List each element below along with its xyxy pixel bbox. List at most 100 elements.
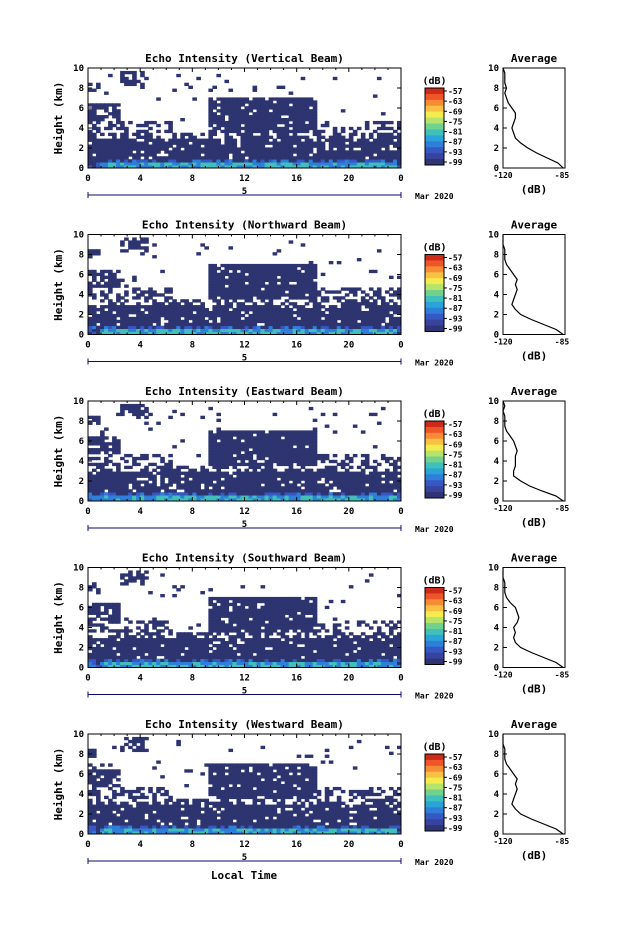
heatmap-cell — [180, 477, 185, 481]
heatmap-cell — [92, 296, 97, 300]
heatmap-cell — [260, 144, 266, 148]
heatmap-cell — [224, 439, 230, 443]
heatmap-cell — [116, 269, 121, 274]
heatmap-cell — [208, 453, 213, 458]
heatmap-cell — [368, 308, 374, 312]
heatmap-cell — [228, 486, 234, 490]
heatmap-cell — [380, 313, 386, 318]
heatmap-cell — [212, 445, 218, 449]
heatmap-cell — [96, 661, 101, 665]
heatmap-cell — [180, 498, 185, 501]
heatmap-cell — [272, 97, 278, 101]
heatmap-cell — [128, 641, 133, 645]
heatmap-cell — [160, 162, 165, 166]
heatmap-cell — [216, 474, 222, 478]
heatmap-cell — [216, 465, 222, 470]
heatmap-cell — [284, 97, 290, 101]
heatmap-cell — [360, 144, 366, 148]
x-tick-label: 8 — [190, 174, 195, 184]
heatmap-cell — [92, 462, 97, 467]
heatmap-cell — [112, 492, 117, 496]
colorbar-tick-label: -75 — [448, 284, 463, 293]
heatmap-cell — [164, 658, 169, 663]
heatmap-cell — [168, 162, 173, 166]
heatmap-cell — [96, 82, 101, 87]
heatmap-cell — [124, 79, 129, 84]
heatmap-cell — [196, 165, 201, 168]
heatmap-cell — [308, 439, 314, 443]
heatmap-cell — [188, 159, 193, 163]
heatmap-cell — [168, 498, 173, 501]
heatmap-cell — [344, 495, 350, 499]
heatmap-cell — [372, 489, 378, 493]
heatmap-cell — [356, 310, 362, 315]
heatmap-cell — [100, 430, 105, 434]
heatmap-cell — [172, 641, 177, 645]
heatmap-cell — [392, 308, 398, 312]
heatmap-cell — [192, 331, 197, 335]
heatmap-cell — [300, 118, 306, 122]
heatmap-cell — [196, 141, 201, 145]
heatmap-cell — [184, 162, 189, 166]
heatmap-cell — [308, 308, 314, 312]
heatmap-cell — [380, 489, 386, 493]
heatmap-cell — [132, 243, 137, 247]
heatmap-cell — [240, 614, 246, 618]
heatmap-cell — [356, 331, 362, 335]
heatmap-cell — [304, 123, 310, 128]
heatmap-cell — [376, 325, 382, 330]
heatmap-cell — [204, 138, 209, 142]
heatmap-cell — [140, 646, 145, 651]
heatmap-cell — [112, 608, 117, 613]
heatmap-cell — [128, 477, 133, 481]
heatmap-cell — [176, 635, 181, 639]
heatmap-cell — [284, 328, 290, 332]
heatmap-cell — [236, 471, 242, 475]
heatmap-cell — [272, 118, 278, 122]
heatmap-cell — [124, 249, 129, 253]
heatmap-cell — [264, 278, 270, 282]
heatmap-cell — [308, 319, 314, 324]
heatmap-cell — [364, 474, 370, 478]
heatmap-cell — [196, 331, 201, 335]
heatmap-cell — [220, 462, 226, 467]
heatmap-cell — [292, 456, 298, 461]
heatmap-cell — [236, 498, 242, 501]
heatmap-cell — [212, 305, 218, 309]
heatmap-cell — [136, 664, 141, 668]
heatmap-cell — [216, 599, 222, 604]
heatmap-cell — [220, 129, 226, 134]
heatmap-cell — [396, 319, 401, 324]
panel-1: Echo Intensity (Northward Beam)0246810He… — [52, 219, 569, 368]
heatmap-cell — [120, 123, 125, 128]
heatmap-cell — [120, 456, 125, 461]
heatmap-cell — [152, 156, 157, 160]
heatmap-cell — [240, 293, 246, 297]
heatmap-cell — [304, 319, 310, 324]
heatmap-cell — [100, 480, 105, 484]
heatmap-cell — [244, 106, 250, 110]
heatmap-cell — [188, 652, 193, 657]
heatmap-cell — [124, 331, 129, 335]
heatmap-cell — [312, 272, 318, 277]
heatmap-cell — [208, 459, 213, 464]
heatmap-cell — [288, 266, 294, 271]
colorbar-segment — [425, 325, 444, 332]
heatmap-cell — [124, 293, 129, 297]
heatmap-cell — [308, 498, 314, 501]
heatmap-cell — [180, 495, 185, 499]
heatmap-cell — [108, 123, 113, 128]
heatmap-cell — [120, 278, 125, 282]
heatmap-cell — [120, 138, 125, 142]
heatmap-cell — [396, 120, 401, 125]
average-y-tick-label: 8 — [494, 84, 499, 94]
heatmap-cell — [188, 468, 193, 472]
heatmap-cell — [300, 109, 306, 113]
heatmap-cell — [312, 453, 318, 458]
heatmap-cell — [360, 498, 366, 501]
heatmap-cell — [364, 144, 370, 148]
heatmap-cell — [192, 308, 197, 312]
heatmap-cell — [264, 489, 270, 493]
heatmap-cell — [220, 123, 226, 128]
heatmap-cell — [96, 602, 101, 607]
